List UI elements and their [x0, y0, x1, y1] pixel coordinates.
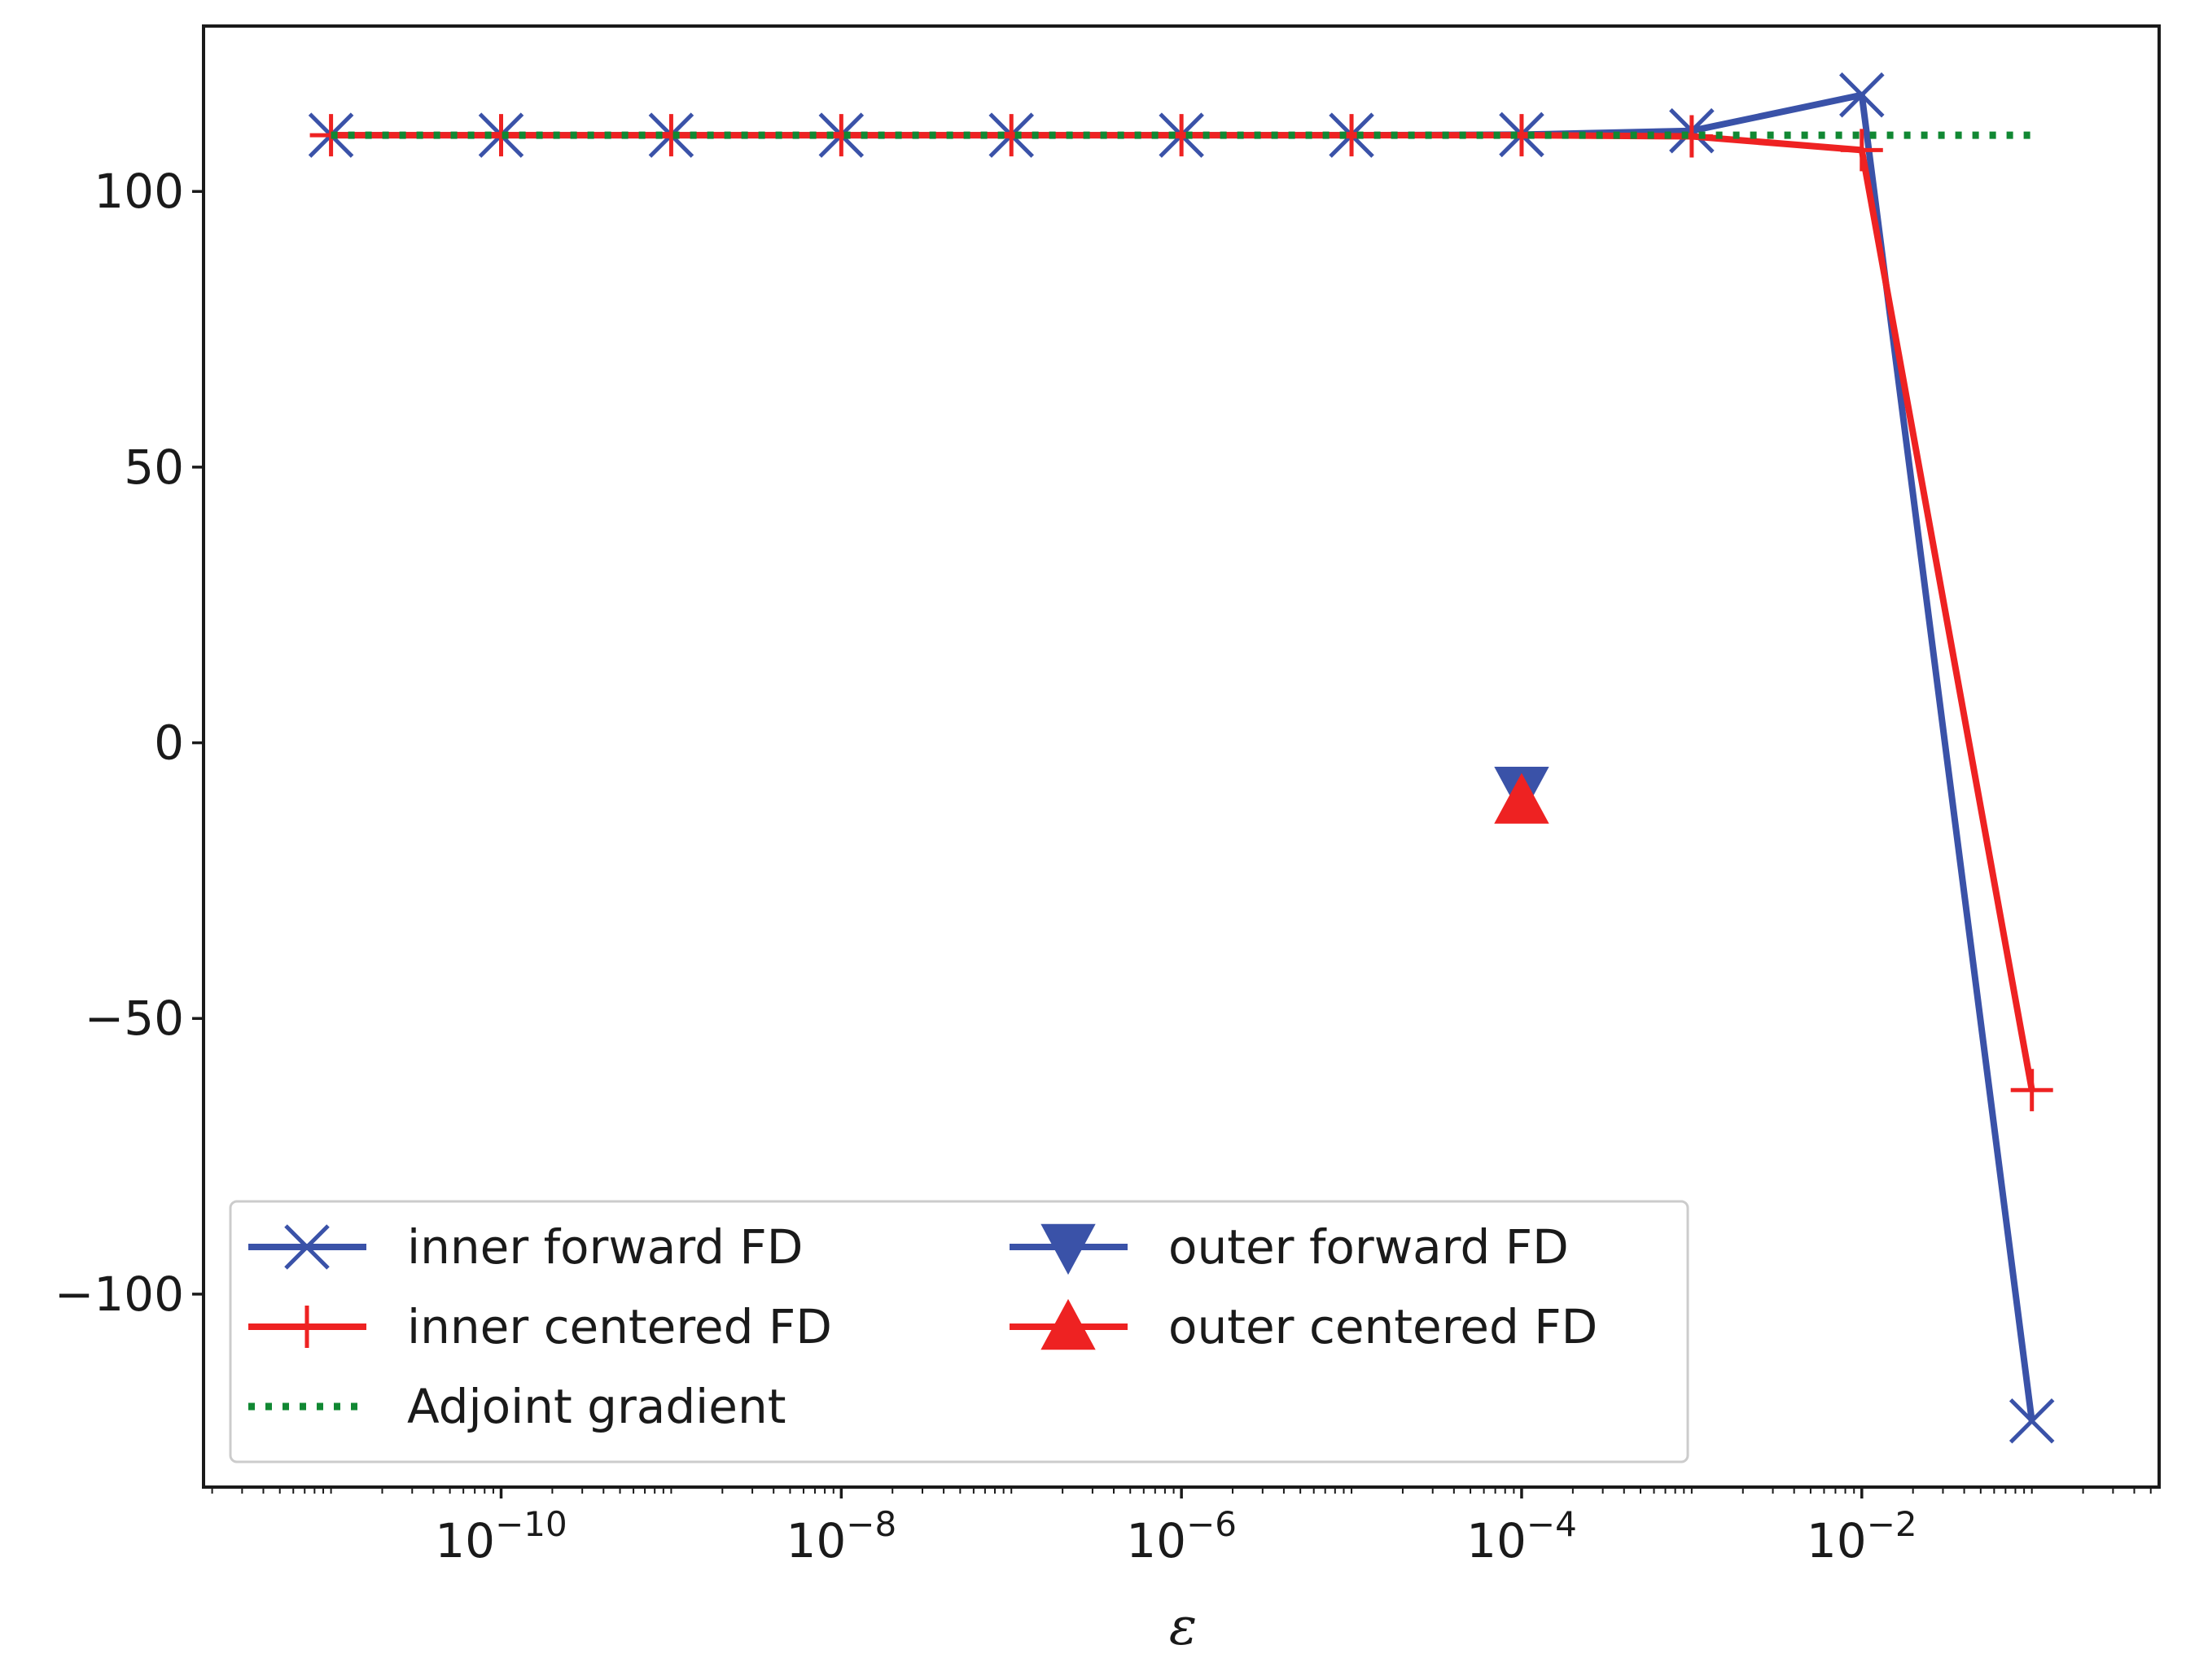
legend-entry-inner-centered-fd: inner centered FD [248, 1299, 832, 1354]
y-tick-label: −50 [85, 991, 184, 1046]
data-point-inner-centered-fd [1160, 114, 1203, 157]
data-point-inner-forward-fd [2009, 1398, 2055, 1444]
series-outer-centered-fd [1494, 772, 1549, 824]
legend-box [229, 1200, 1689, 1463]
x-tick-label: 10−8 [786, 1504, 896, 1568]
legend: inner forward FD inner centered FD Adjoint… [229, 1200, 1689, 1463]
axes: 100 50 0 −50 −100 10−10 10−8 10−6 10−4 10−2 [55, 24, 2161, 1568]
data-point-inner-centered-fd [1500, 114, 1543, 157]
x-tick-label: 10−4 [1466, 1504, 1577, 1568]
y-tick-label: 0 [154, 715, 184, 771]
legend-entry-inner-forward-fd: inner forward FD [248, 1219, 803, 1275]
x-axis-label: ε [1169, 1597, 1197, 1657]
legend-label: inner centered FD [407, 1299, 832, 1354]
y-tick-label: −100 [55, 1267, 184, 1322]
data-point-inner-forward-fd [1839, 72, 1885, 118]
legend-marker [1040, 1298, 1096, 1350]
plot-area [308, 72, 2055, 1444]
y-tick-label: 50 [124, 440, 184, 495]
legend-entry-adjoint-gradient: Adjoint gradient [248, 1379, 786, 1434]
data-point-inner-centered-fd [1840, 129, 1883, 172]
data-point-inner-centered-fd [990, 114, 1033, 157]
data-point-inner-centered-fd [1670, 115, 1713, 158]
y-tick-label: 100 [94, 164, 184, 219]
legend-label: outer forward FD [1168, 1219, 1569, 1275]
legend-marker [286, 1306, 328, 1348]
x-tick-label: 10−10 [435, 1504, 567, 1568]
legend-label: Adjoint gradient [407, 1379, 786, 1434]
x-tick-label: 10−2 [1807, 1504, 1917, 1568]
legend-entry-outer-forward-fd: outer forward FD [1010, 1219, 1569, 1275]
legend-marker [284, 1224, 330, 1270]
data-point-inner-centered-fd [309, 114, 353, 157]
legend-label: inner forward FD [407, 1219, 803, 1275]
data-point-inner-centered-fd [2010, 1069, 2053, 1112]
legend-label: outer centered FD [1168, 1299, 1597, 1354]
x-tick-label: 10−6 [1126, 1504, 1237, 1568]
data-point-outer-centered-fd [1494, 772, 1549, 824]
legend-marker [1040, 1223, 1096, 1275]
legend-entry-outer-centered-fd: outer centered FD [1010, 1298, 1597, 1354]
data-point-inner-centered-fd [1330, 114, 1373, 157]
series-inner-centered-fd [309, 114, 2053, 1112]
